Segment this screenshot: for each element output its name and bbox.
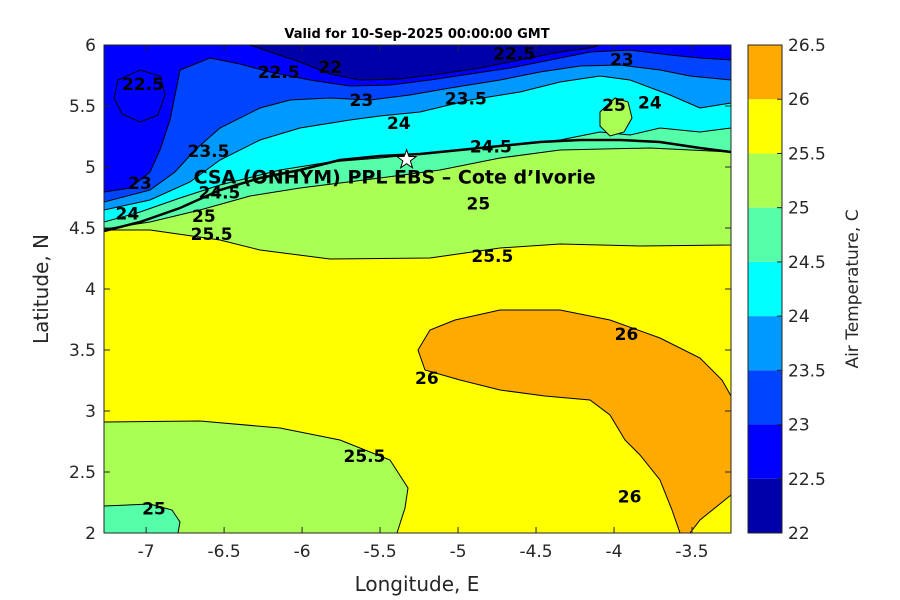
contour-label: 25.5	[343, 447, 385, 467]
plot-area	[104, 45, 731, 533]
x-tick-label: -4	[606, 542, 623, 562]
colorbar: 22 22.5 23 23.5 24 24.5 25 25.5 26 26.5	[747, 36, 826, 544]
contour-label: 26	[415, 369, 439, 389]
site-star-marker	[395, 148, 418, 170]
contour-label: 23	[350, 91, 374, 111]
colorbar-segment	[748, 153, 782, 208]
colorbar-tick-label: 24.5	[788, 253, 826, 273]
colorbar-segment	[748, 207, 782, 262]
colorbar-segment	[748, 316, 782, 371]
colorbar-segment	[748, 478, 782, 533]
contour-label: 25	[142, 500, 166, 520]
colorbar-tick-label: 22.5	[788, 470, 826, 490]
contour-label: 22.5	[258, 63, 300, 83]
colorbar-tick-label: 23	[788, 416, 810, 436]
site-label: CSA (ONHYM) PPL EBS – Cote d’Ivorie	[194, 167, 596, 189]
chart-title: Valid for 10-Sep-2025 00:00:00 GMT	[284, 27, 549, 42]
x-tick-label: -5	[450, 542, 467, 562]
band-22-5-island	[113, 69, 166, 123]
band-25-to-25-5-south	[104, 420, 409, 533]
contour-label: 22	[318, 58, 342, 78]
contour-label: 26	[618, 487, 642, 507]
x-tick-label: -6.5	[208, 542, 241, 562]
contour-label: 23.5	[188, 142, 230, 162]
contour-label: 25	[192, 207, 216, 227]
contour-label: 23	[128, 174, 152, 194]
x-tick-label: -4.5	[519, 542, 552, 562]
y-tick-label: 5.5	[69, 97, 96, 117]
contour-label: 22.5	[493, 45, 535, 65]
x-tick-label: -7	[138, 542, 155, 562]
x-axis-label: Longitude, E	[355, 572, 480, 596]
site-marker-group: CSA (ONHYM) PPL EBS – Cote d’Ivorie	[194, 148, 596, 189]
band-25-to-25-5-patch	[599, 97, 633, 137]
contour-label: 25.5	[191, 225, 233, 245]
colorbar-segment	[748, 370, 782, 425]
contour-label: 25	[602, 96, 626, 116]
band-26-to-26-5	[417, 309, 731, 533]
contour-label: 25	[466, 195, 490, 215]
band-22-to-22-5	[249, 45, 601, 81]
y-tick-label: 4.5	[69, 219, 96, 239]
contour-label: 23	[610, 51, 634, 71]
colorbar-tick-label: 25.5	[788, 144, 826, 164]
colorbar-label: Air Temperature, C	[843, 209, 863, 368]
y-tick-label: 4	[85, 280, 96, 300]
contour-label: 24.5	[470, 137, 512, 157]
colorbar-segment	[748, 99, 782, 154]
colorbar-tick-label: 22	[788, 524, 810, 544]
colorbar-tick-label: 24	[788, 307, 810, 327]
y-axis-label: Latitude, N	[29, 234, 53, 344]
x-tick-label: -6	[294, 542, 311, 562]
x-tick-label: -3.5	[675, 542, 708, 562]
y-tick-label: 5	[85, 158, 96, 178]
x-tick-label: -5.5	[363, 542, 396, 562]
contour-label: 24	[638, 93, 662, 113]
colorbar-segment	[748, 261, 782, 317]
y-tick-label: 2	[85, 524, 96, 544]
x-axis: -7 -6.5 -6 -5.5 -5 -4.5 -4 -3.5	[138, 45, 709, 562]
coastline	[104, 138, 731, 233]
contour-label: 25.5	[471, 247, 513, 267]
y-tick-label: 2.5	[69, 463, 96, 483]
contour-label: 24	[116, 204, 140, 224]
colorbar-segment	[748, 45, 782, 100]
colorbar-tick-label: 26	[788, 90, 810, 110]
colorbar-frame	[747, 44, 783, 534]
y-axis: 22.533.544.555.56	[69, 36, 731, 544]
contour-label: 23.5	[445, 90, 487, 110]
contour-label: 26	[615, 325, 639, 345]
band-24-5-to-25-sw	[104, 503, 181, 533]
contour-label: 22.5	[122, 75, 164, 95]
colorbar-tick-label: 23.5	[788, 361, 826, 381]
y-tick-label: 3.5	[69, 341, 96, 361]
colorbar-tick-label: 26.5	[788, 36, 826, 56]
contour-label: 24.5	[198, 184, 240, 204]
contour-labels: 22.5 22.5 22 22.5 23 23 23.5 24 25 24 24.5 23.5 23 24…	[116, 45, 662, 520]
y-tick-label: 3	[85, 402, 96, 422]
colorbar-segment	[748, 424, 782, 479]
y-tick-label: 6	[85, 36, 96, 56]
contour-label: 24	[387, 114, 411, 134]
band-23-to-23-5	[104, 45, 731, 203]
colorbar-tick-label: 25	[788, 199, 810, 219]
